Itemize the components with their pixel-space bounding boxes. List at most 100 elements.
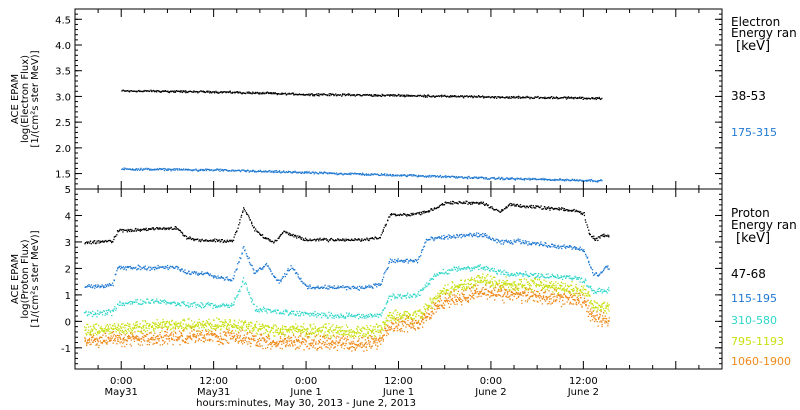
electron-data-point <box>549 179 551 181</box>
proton-data-point <box>269 240 271 242</box>
proton-data-point <box>399 312 401 315</box>
proton-data-point <box>528 285 531 287</box>
proton-data-point <box>448 272 450 275</box>
proton-data-point <box>265 310 267 312</box>
proton-data-point <box>270 311 272 313</box>
proton-data-point <box>216 326 218 328</box>
proton-data-point <box>544 289 546 291</box>
electron-data-point <box>514 178 516 180</box>
electron-data-point <box>459 176 462 178</box>
proton-data-point <box>549 285 551 287</box>
proton-data-point <box>136 299 139 301</box>
proton-data-point <box>225 304 227 307</box>
proton-data-point <box>388 216 390 218</box>
proton-data-point <box>167 302 170 304</box>
proton-data-point <box>249 219 251 221</box>
proton-data-point <box>169 329 172 331</box>
proton-data-point <box>453 288 455 290</box>
proton-data-point <box>94 323 97 325</box>
electron-data-point <box>492 177 495 179</box>
proton-data-point <box>248 293 251 296</box>
electron-data-point <box>394 94 397 96</box>
electron-data-point <box>259 92 261 94</box>
proton-data-point <box>365 317 367 319</box>
proton-data-point <box>327 317 329 319</box>
proton-data-point <box>429 210 431 212</box>
proton-data-point <box>214 275 216 277</box>
proton-data-point <box>180 231 182 233</box>
proton-data-point <box>275 312 278 314</box>
electron-data-point <box>168 168 170 170</box>
proton-data-point <box>308 332 310 334</box>
electron-data-point <box>529 98 531 100</box>
proton-data-point <box>553 283 555 285</box>
proton-data-point <box>217 305 220 307</box>
proton-data-point <box>304 311 306 314</box>
proton-data-point <box>232 325 234 327</box>
proton-data-point <box>165 303 167 305</box>
proton-data-point <box>135 299 137 301</box>
proton-data-point <box>188 318 190 320</box>
proton-data-point <box>593 307 595 309</box>
proton-data-point <box>269 269 271 271</box>
proton-data-point <box>319 313 322 316</box>
electron-data-point <box>490 177 492 179</box>
proton-data-point <box>107 309 109 312</box>
proton-data-point <box>401 214 403 216</box>
proton-data-point <box>103 287 105 289</box>
proton-data-point <box>554 244 556 246</box>
proton-data-point <box>575 276 577 278</box>
electron-data-point <box>366 93 368 96</box>
proton-data-point <box>183 319 185 322</box>
electron-data-point <box>526 95 528 98</box>
proton-data-point <box>588 295 590 297</box>
proton-data-point <box>247 257 249 260</box>
proton-data-point <box>299 315 301 317</box>
proton-data-point <box>545 284 548 287</box>
proton-data-point <box>501 209 503 211</box>
proton-data-point <box>487 267 490 270</box>
electron-data-point <box>447 95 449 97</box>
proton-data-point <box>197 274 199 276</box>
proton-data-point <box>352 315 354 317</box>
electron-data-point <box>435 95 437 97</box>
proton-data-point <box>525 287 527 289</box>
proton-data-point <box>560 276 563 278</box>
proton-data-point <box>283 333 285 335</box>
proton-data-point <box>551 207 553 209</box>
proton-data-point <box>234 271 236 273</box>
proton-data-point <box>287 314 290 316</box>
proton-data-point <box>360 240 362 242</box>
electron-data-point <box>445 176 447 179</box>
proton-data-point <box>419 309 421 311</box>
proton-data-point <box>162 300 164 302</box>
proton-data-point <box>230 304 232 306</box>
electron-data-point <box>123 168 125 170</box>
proton-data-point <box>172 327 174 329</box>
electron-data-point <box>175 90 177 93</box>
electron-data-point <box>408 174 410 177</box>
proton-data-point <box>119 228 121 230</box>
electron-data-point <box>507 178 509 180</box>
proton-data-point <box>567 290 569 293</box>
proton-data-point <box>139 331 141 333</box>
proton-data-point <box>242 322 245 324</box>
proton-data-point <box>579 281 581 283</box>
proton-data-point <box>198 321 200 323</box>
proton-data-point <box>439 295 441 297</box>
electron-data-point <box>403 174 405 176</box>
proton-data-point <box>540 280 542 283</box>
proton-data-point <box>438 237 441 239</box>
proton-data-point <box>282 325 284 327</box>
electron-data-point <box>244 92 246 94</box>
proton-data-point <box>456 270 458 272</box>
proton-data-point <box>341 286 343 289</box>
electron-data-point <box>232 91 234 94</box>
proton-data-point <box>593 300 595 302</box>
proton-data-point <box>608 236 610 238</box>
proton-data-point <box>408 317 410 320</box>
proton-data-point <box>516 272 518 275</box>
proton-data-point <box>579 211 582 213</box>
proton-data-point <box>570 278 572 280</box>
proton-data-point <box>432 238 434 240</box>
